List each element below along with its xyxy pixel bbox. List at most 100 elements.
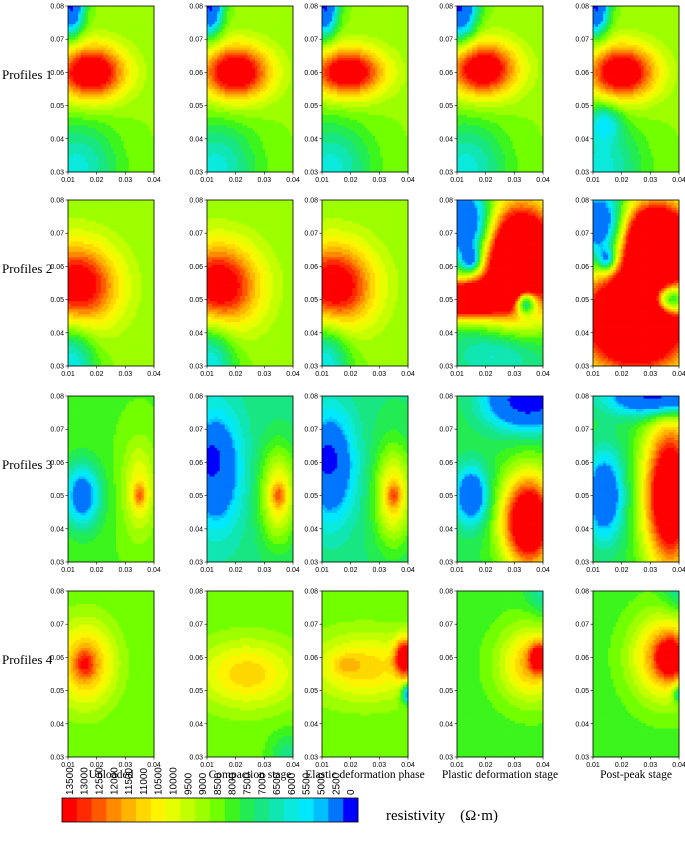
contour-cell: [244, 57, 248, 61]
contour-cell: [141, 91, 145, 95]
contour-cell: [267, 16, 271, 20]
contour-cell: [207, 70, 210, 74]
contour-cell: [287, 125, 291, 129]
contour-cell: [272, 146, 276, 149]
contour-cell: [270, 42, 274, 46]
contour-cell: [280, 169, 284, 173]
contour-cell: [78, 57, 81, 61]
contour-cell: [267, 114, 271, 118]
contour-cell: [277, 55, 281, 59]
contour-cell: [257, 153, 261, 157]
contour-cell: [131, 29, 135, 33]
contour-cell: [136, 151, 140, 155]
contour-cell: [232, 18, 236, 22]
contour-cell: [95, 42, 99, 46]
contour-cell: [73, 29, 76, 33]
contour-cell: [337, 96, 341, 100]
contour-cell: [224, 34, 228, 38]
contour-cell: [237, 13, 241, 17]
contour-cell: [252, 153, 256, 157]
contour-cell: [90, 47, 94, 51]
contour-cell: [280, 104, 284, 108]
contour-cell: [118, 18, 122, 22]
contour-cell: [93, 37, 97, 41]
contour-cell: [272, 52, 276, 56]
contour-cell: [136, 70, 140, 74]
contour-cell: [232, 135, 236, 139]
contour-cell: [88, 107, 92, 111]
contour-cell: [267, 29, 271, 33]
contour-cell: [105, 91, 109, 95]
contour-cell: [339, 86, 343, 90]
contour-cell: [116, 101, 119, 105]
contour-cell: [272, 91, 276, 95]
contour-cell: [83, 70, 87, 74]
contour-cell: [85, 169, 89, 173]
contour-cell: [88, 70, 92, 74]
contour-cell: [242, 63, 246, 66]
contour-cell: [337, 130, 341, 134]
contour-cell: [88, 114, 92, 118]
contour-cell: [339, 96, 343, 100]
contour-cell: [131, 112, 135, 116]
contour-cell: [118, 104, 122, 108]
contour-cell: [78, 164, 81, 168]
contour-cell: [339, 29, 343, 33]
contour-cell: [219, 68, 223, 72]
contour-cell: [73, 143, 76, 147]
contour-cell: [339, 13, 343, 17]
contour-cell: [116, 148, 119, 152]
contour-cell: [83, 112, 87, 116]
contour-cell: [83, 89, 87, 92]
contour-cell: [90, 148, 94, 152]
contour-cell: [270, 120, 274, 124]
contour-cell: [126, 78, 130, 82]
contour-cell: [329, 161, 333, 165]
contour-cell: [121, 42, 124, 46]
contour-cell: [138, 156, 142, 160]
contour-cell: [342, 109, 346, 113]
contour-cell: [265, 81, 269, 85]
contour-cell: [239, 153, 243, 157]
contour-cell: [93, 153, 97, 157]
contour-cell: [329, 60, 333, 64]
contour-cell: [222, 50, 226, 54]
contour-cell: [344, 52, 348, 56]
contour-cell: [80, 83, 84, 87]
contour-cell: [113, 96, 117, 100]
contour-cell: [267, 60, 271, 64]
contour-cell: [242, 148, 246, 152]
contour-cell: [212, 101, 215, 105]
contour-cell: [113, 18, 117, 22]
contour-cell: [207, 146, 210, 149]
contour-cell: [270, 89, 274, 92]
contour-cell: [237, 42, 241, 46]
contour-cell: [287, 117, 291, 121]
contour-cell: [113, 55, 117, 59]
contour-cell: [143, 133, 147, 137]
contour-cell: [148, 29, 152, 33]
contour-cell: [133, 135, 137, 139]
contour-cell: [207, 140, 210, 144]
contour-cell: [334, 65, 338, 69]
contour-cell: [75, 107, 79, 111]
contour-cell: [83, 166, 87, 170]
contour-cell: [229, 65, 233, 69]
contour-cell: [267, 39, 271, 43]
contour-cell: [123, 151, 127, 155]
contour-cell: [280, 166, 284, 170]
contour-cell: [250, 70, 253, 74]
contour-cell: [70, 65, 74, 69]
contour-cell: [219, 16, 223, 20]
contour-cell: [151, 169, 155, 173]
contour-cell: [282, 60, 286, 64]
contour-cell: [282, 78, 286, 82]
contour-cell: [98, 104, 102, 108]
contour-cell: [332, 70, 335, 74]
contour-cell: [68, 153, 71, 157]
contour-cell: [270, 143, 274, 147]
contour-cell: [229, 57, 233, 61]
contour-cell: [214, 120, 218, 124]
contour-cell: [290, 52, 294, 56]
contour-cell: [75, 52, 79, 56]
